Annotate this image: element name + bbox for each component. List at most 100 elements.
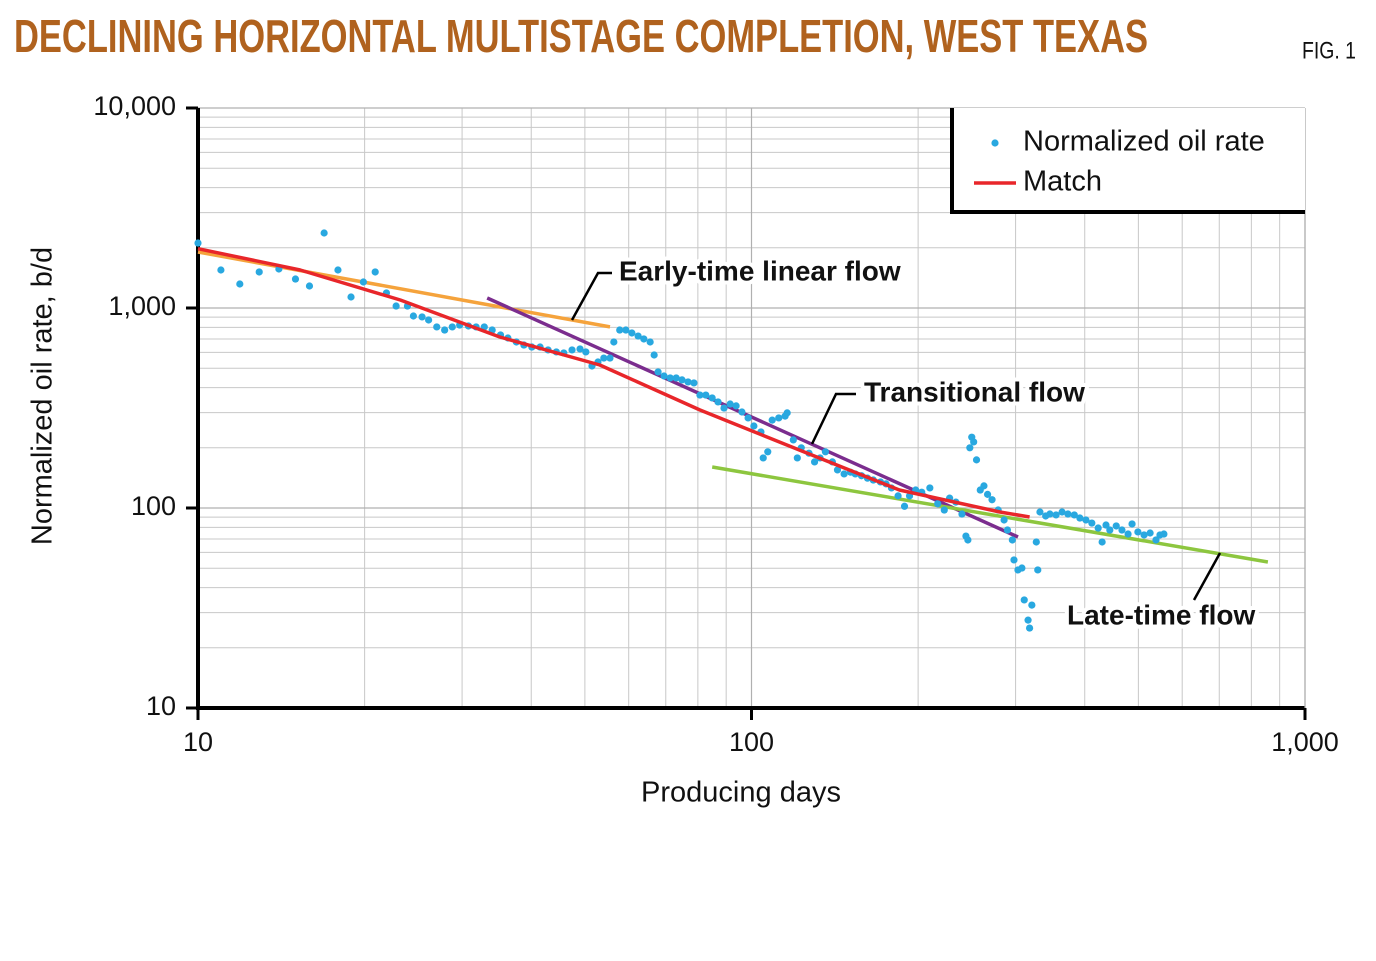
data-point xyxy=(1118,526,1126,534)
data-point xyxy=(1028,601,1036,609)
data-point xyxy=(783,409,791,417)
data-point xyxy=(650,351,658,359)
data-point xyxy=(1094,524,1102,532)
legend-label: Normalized oil rate xyxy=(1023,126,1265,158)
data-point xyxy=(347,293,355,301)
legend-symbol xyxy=(991,139,999,147)
data-point xyxy=(684,378,692,386)
annotation-label: Early-time linear flow xyxy=(619,255,901,286)
data-point xyxy=(305,282,314,290)
annotation-label: Transitional flow xyxy=(864,376,1085,407)
leader-line xyxy=(810,392,856,445)
leader-line xyxy=(570,271,612,321)
data-point xyxy=(1046,510,1054,518)
data-point xyxy=(759,454,767,462)
data-point xyxy=(983,490,992,498)
data-point xyxy=(1106,526,1114,534)
data-point xyxy=(600,354,608,362)
trend-line xyxy=(711,465,1269,564)
data-point xyxy=(1032,538,1040,546)
data-point xyxy=(926,484,934,492)
match-line xyxy=(197,246,1030,519)
data-point xyxy=(646,338,654,346)
y-tick-label: 1,000 xyxy=(108,291,176,321)
legend: Normalized oil rate Match xyxy=(950,108,1305,214)
x-tick-label: 1,000 xyxy=(1271,727,1339,757)
data-point xyxy=(1146,529,1154,537)
data-point xyxy=(610,338,618,346)
data-point xyxy=(793,454,801,462)
data-point xyxy=(291,275,300,283)
x-tick-label: 100 xyxy=(729,727,774,757)
y-axis-label: Normalized oil rate, b/d xyxy=(27,247,59,545)
data-point xyxy=(194,239,202,247)
data-point xyxy=(1058,508,1066,516)
chart-title: DECLINING HORIZONTAL MULTISTAGE COMPLETI… xyxy=(14,10,1148,62)
data-point xyxy=(1010,556,1018,564)
data-point xyxy=(634,332,642,340)
data-point xyxy=(1036,508,1044,516)
y-tick-label: 10,000 xyxy=(93,91,176,121)
data-point xyxy=(433,323,441,331)
data-point xyxy=(720,404,728,412)
data-point xyxy=(988,496,996,504)
data-point xyxy=(738,408,746,416)
data-point xyxy=(654,368,662,376)
legend-border xyxy=(950,108,1305,214)
data-point xyxy=(966,444,974,452)
data-point xyxy=(217,266,225,274)
data-point xyxy=(768,416,776,424)
data-point xyxy=(1160,530,1168,538)
data-point xyxy=(606,354,614,362)
data-point xyxy=(628,329,636,337)
data-point xyxy=(392,302,400,310)
data-point xyxy=(1008,536,1016,544)
data-point xyxy=(1000,516,1008,524)
data-point xyxy=(1020,596,1028,604)
data-point xyxy=(1003,526,1012,534)
data-point xyxy=(970,438,978,446)
data-point xyxy=(900,502,909,510)
data-point xyxy=(622,326,630,334)
data-point xyxy=(708,394,716,402)
legend-label: Match xyxy=(1023,166,1102,198)
data-point xyxy=(726,400,734,408)
data-point xyxy=(1070,511,1078,519)
data-point xyxy=(750,422,758,430)
data-point xyxy=(1076,514,1084,522)
data-point xyxy=(359,278,368,286)
data-point xyxy=(1024,616,1032,624)
data-point xyxy=(660,372,668,380)
data-point xyxy=(1098,538,1106,546)
data-point xyxy=(690,379,698,387)
data-point xyxy=(894,492,902,500)
annotation-label: Late-time flow xyxy=(1067,599,1255,630)
data-point xyxy=(441,326,449,334)
data-point xyxy=(1034,566,1042,574)
data-point xyxy=(1052,511,1060,519)
data-point xyxy=(980,482,988,490)
data-point xyxy=(1124,530,1132,538)
data-point xyxy=(1140,531,1148,539)
data-point xyxy=(696,391,704,399)
data-point xyxy=(418,313,426,321)
data-point xyxy=(958,510,966,518)
data-point xyxy=(840,470,848,478)
data-point xyxy=(371,268,379,276)
data-point xyxy=(1064,510,1072,518)
data-point xyxy=(775,414,783,422)
data-point xyxy=(666,374,674,382)
leader-line xyxy=(1192,552,1222,601)
data-point xyxy=(1128,520,1136,528)
data-point xyxy=(672,374,680,382)
data-point xyxy=(1134,528,1142,536)
data-point xyxy=(409,312,418,320)
data-point xyxy=(576,345,584,353)
data-point xyxy=(1152,536,1160,544)
data-point xyxy=(425,316,433,324)
x-axis-label: Producing days xyxy=(641,777,841,809)
data-point xyxy=(940,506,948,514)
data-point xyxy=(320,229,328,237)
data-point xyxy=(702,391,710,399)
data-point xyxy=(1025,624,1034,632)
